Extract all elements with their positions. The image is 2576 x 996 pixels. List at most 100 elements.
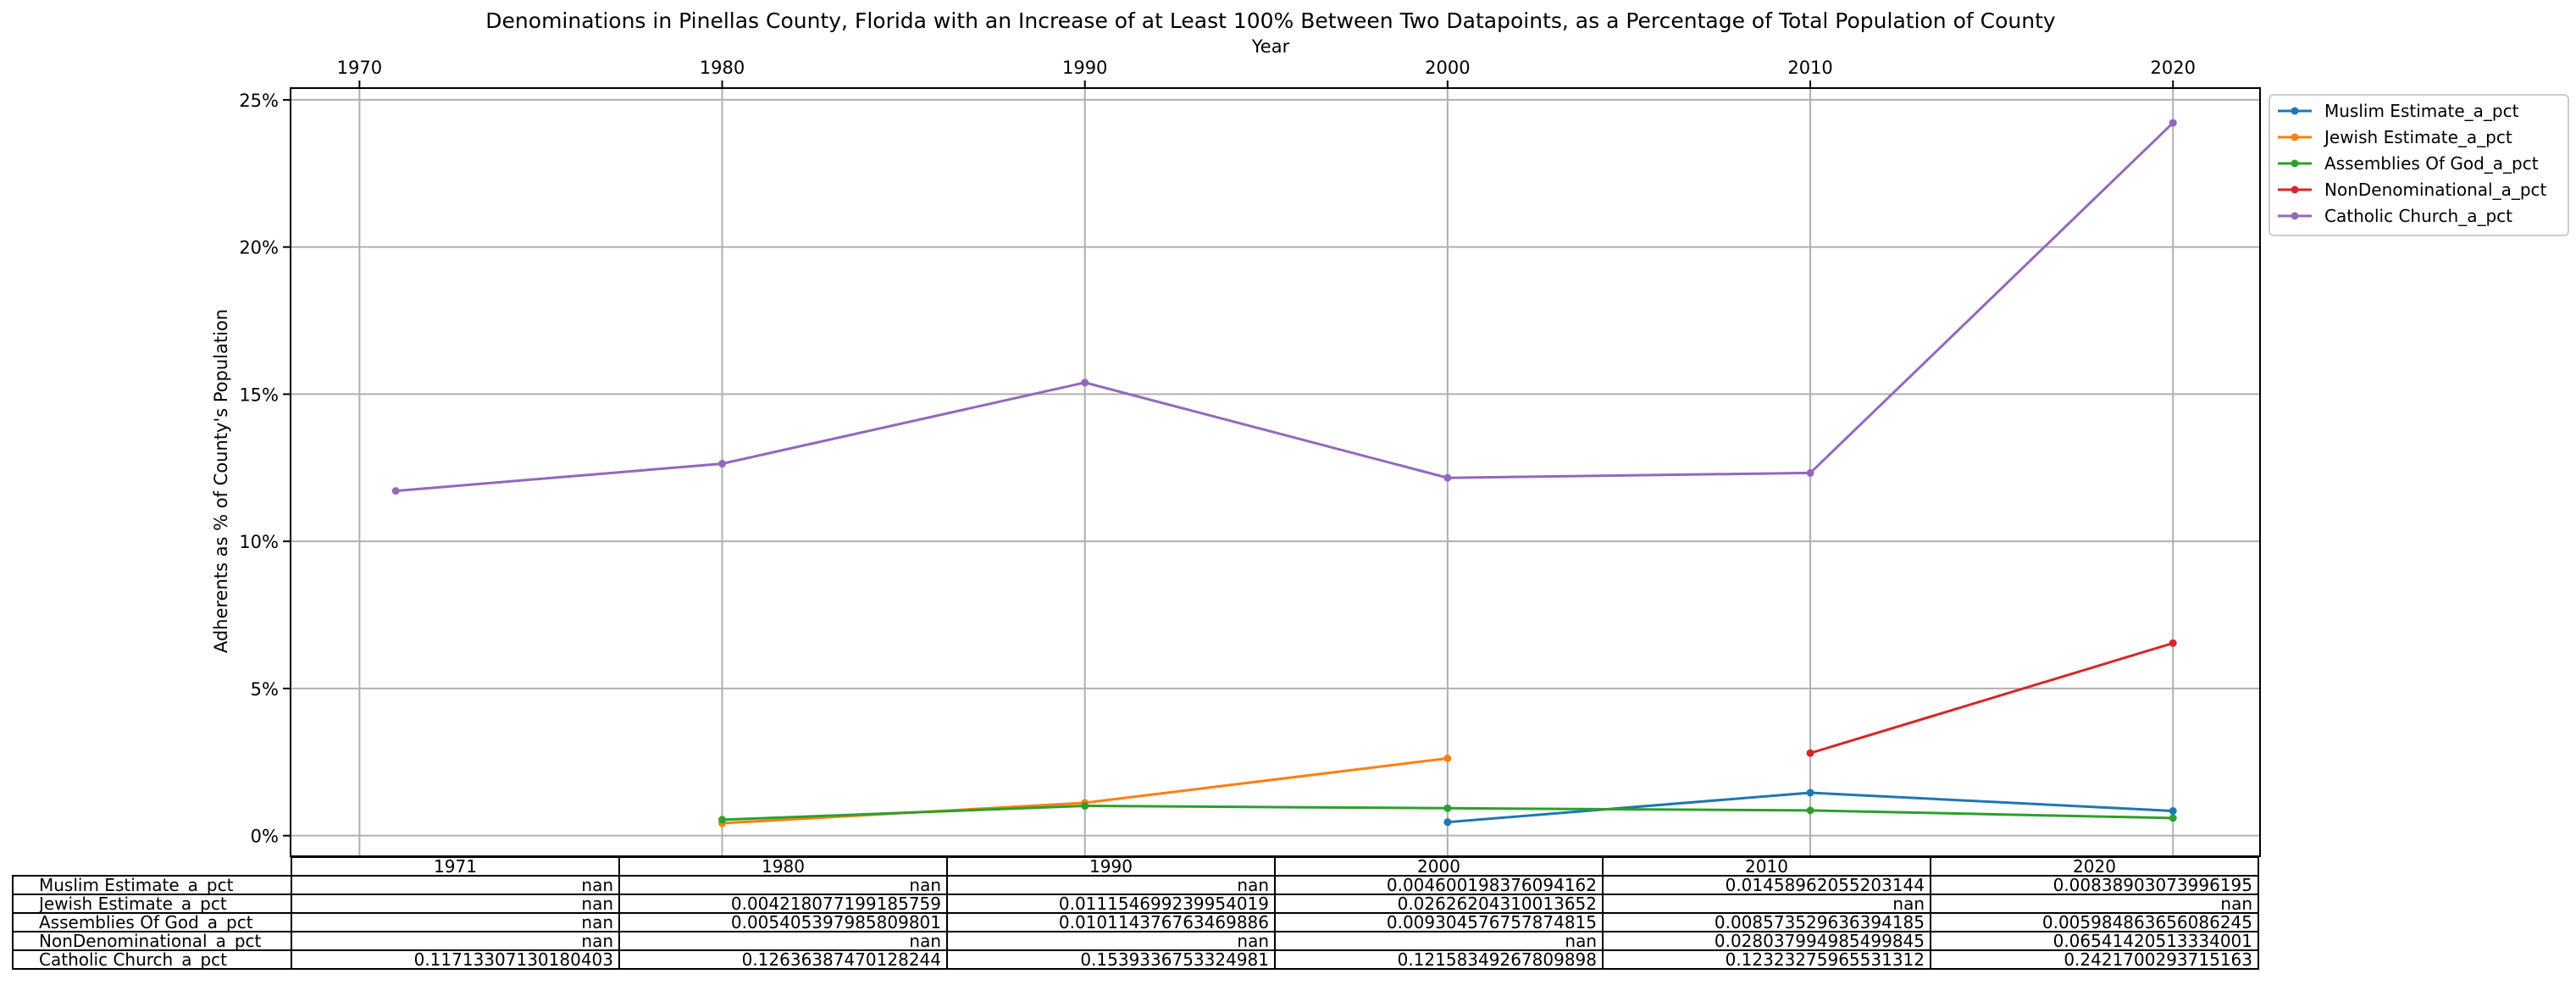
legend-marker bbox=[2291, 159, 2299, 168]
data-point bbox=[1081, 379, 1089, 387]
table-cell: nan bbox=[291, 931, 620, 951]
data-point bbox=[2169, 119, 2177, 127]
data-point bbox=[718, 816, 727, 824]
x-tick-label: 1970 bbox=[337, 58, 382, 78]
table-column-header: 2010 bbox=[1602, 856, 1931, 877]
table-row-label: Muslim Estimate_a_pct bbox=[12, 875, 292, 895]
table-cell: 0.005405397985809801 bbox=[618, 912, 948, 932]
x-tick-label: 1990 bbox=[1062, 58, 1107, 78]
table-row-label: Catholic Church_a_pct bbox=[12, 949, 292, 970]
table-cell: 0.010114376763469886 bbox=[946, 912, 1276, 932]
series-4 bbox=[391, 119, 2177, 495]
y-tick-label: 10% bbox=[239, 532, 279, 552]
table-cell: 0.12636387470128244 bbox=[618, 949, 948, 970]
table-row-label: Assemblies Of God_a_pct bbox=[12, 912, 292, 932]
plot-frame bbox=[290, 87, 2261, 857]
y-tick-label: 0% bbox=[251, 827, 279, 847]
legend-label: NonDenominational_a_pct bbox=[2324, 180, 2547, 200]
legend-marker bbox=[2291, 185, 2299, 194]
x-tick-label: 1980 bbox=[700, 58, 745, 78]
legend-label: Catholic Church_a_pct bbox=[2324, 206, 2512, 226]
table-cell: 0.12158349267809898 bbox=[1274, 949, 1604, 970]
table-cell: 0.004218077199185759 bbox=[618, 894, 948, 914]
series-line bbox=[396, 122, 2174, 493]
data-point bbox=[1806, 468, 1814, 477]
legend-marker bbox=[2291, 133, 2299, 141]
table-cell: 0.11713307130180403 bbox=[291, 949, 620, 970]
data-point bbox=[1806, 788, 1814, 797]
table-cell: nan bbox=[1930, 894, 2259, 914]
table-cell: 0.02626204310013652 bbox=[1274, 894, 1604, 914]
table-cell: 0.1539336753324981 bbox=[946, 949, 1276, 970]
y-axis-label: Adherents as % of County's Population bbox=[211, 309, 231, 653]
data-table: 1971 1980 1990 2000 2010 2020 Muslim Estimate_… bbox=[12, 856, 2259, 970]
table-cell: nan bbox=[1274, 931, 1604, 951]
table-cell: 0.005984863656086245 bbox=[1930, 912, 2259, 932]
data-point bbox=[1806, 749, 1814, 757]
series bbox=[391, 119, 2177, 827]
data-point bbox=[1081, 802, 1089, 811]
legend-marker bbox=[2291, 212, 2299, 220]
series-3 bbox=[1806, 639, 2177, 757]
table-row-label: NonDenominational_a_pct bbox=[12, 931, 292, 951]
data-point bbox=[1806, 806, 1814, 815]
x-axis-label: Year bbox=[1251, 36, 1290, 57]
data-point bbox=[2169, 814, 2177, 822]
data-point bbox=[391, 487, 400, 495]
table-cell: nan bbox=[291, 912, 620, 932]
table-cell: 0.01458962055203144 bbox=[1602, 875, 1931, 895]
x-tick-label: 2010 bbox=[1787, 58, 1832, 78]
y-tick-label: 5% bbox=[251, 679, 279, 700]
grid bbox=[291, 88, 2260, 856]
table-column-header: 2000 bbox=[1274, 856, 1604, 877]
table-cell: nan bbox=[946, 875, 1276, 895]
table-cell: nan bbox=[618, 875, 948, 895]
table-cell: nan bbox=[1602, 894, 1931, 914]
table-row: Muslim Estimate_a_pct nan nan nan 0.00460019… bbox=[12, 875, 2259, 895]
table-cell: 0.008573529636394185 bbox=[1602, 912, 1931, 932]
series-line bbox=[1809, 641, 2174, 755]
table-cell: 0.12323275965531312 bbox=[1602, 949, 1931, 970]
table-row: Jewish Estimate_a_pct nan 0.00421807719918… bbox=[12, 894, 2259, 914]
data-point bbox=[1443, 754, 1452, 762]
table-cell: 0.028037994985499845 bbox=[1602, 931, 1931, 951]
legend-label: Jewish Estimate_a_pct bbox=[2323, 127, 2512, 147]
chart-title: Denominations in Pinellas County, Florid… bbox=[485, 8, 2056, 33]
x-tick-label: 2000 bbox=[1425, 58, 1470, 78]
table-row-label: Jewish Estimate_a_pct bbox=[12, 894, 292, 914]
axis-ticks: 1970 1980 1990 2000 2010 2020 0% 5% 10% 15% 20% 25% bbox=[239, 58, 2196, 847]
data-point bbox=[2169, 639, 2177, 647]
table-column-header: 1971 bbox=[291, 856, 620, 877]
legend-label: Muslim Estimate_a_pct bbox=[2324, 101, 2519, 121]
table-column-header: 1990 bbox=[946, 856, 1276, 877]
series-0 bbox=[1443, 788, 2177, 827]
data-point bbox=[1443, 804, 1452, 812]
data-point bbox=[1443, 818, 1452, 827]
table-cell: nan bbox=[618, 931, 948, 951]
legend: Muslim Estimate_a_pct Jewish Estimate_a_p… bbox=[2269, 94, 2569, 236]
table-column-header: 2020 bbox=[1930, 856, 2259, 877]
legend-marker bbox=[2291, 107, 2299, 115]
table-row: Assemblies Of God_a_pct nan 0.005405397985… bbox=[12, 912, 2259, 932]
table-corner bbox=[13, 857, 291, 876]
table-header-row: 1971 1980 1990 2000 2010 2020 bbox=[13, 856, 2259, 877]
table-column-header: 1980 bbox=[618, 856, 948, 877]
table-cell: nan bbox=[946, 931, 1276, 951]
y-tick-label: 25% bbox=[239, 91, 279, 111]
legend-box bbox=[2269, 94, 2569, 236]
y-tick-label: 15% bbox=[239, 385, 279, 405]
table-cell: 0.06541420513334001 bbox=[1930, 931, 2259, 951]
y-tick-label: 20% bbox=[239, 238, 279, 258]
table-cell: nan bbox=[291, 875, 620, 895]
table-row: NonDenominational_a_pct nan nan nan nan 0.028… bbox=[12, 931, 2259, 951]
table-cell: 0.009304576757874815 bbox=[1274, 912, 1604, 932]
data-point bbox=[2169, 807, 2177, 816]
series-2 bbox=[718, 802, 2177, 824]
table-cell: 0.00838903073996195 bbox=[1930, 875, 2259, 895]
data-point bbox=[1443, 473, 1452, 482]
table-cell: nan bbox=[291, 894, 620, 914]
legend-label: Assemblies Of God_a_pct bbox=[2324, 153, 2539, 174]
x-tick-label: 2020 bbox=[2151, 58, 2196, 78]
data-point bbox=[718, 460, 727, 468]
